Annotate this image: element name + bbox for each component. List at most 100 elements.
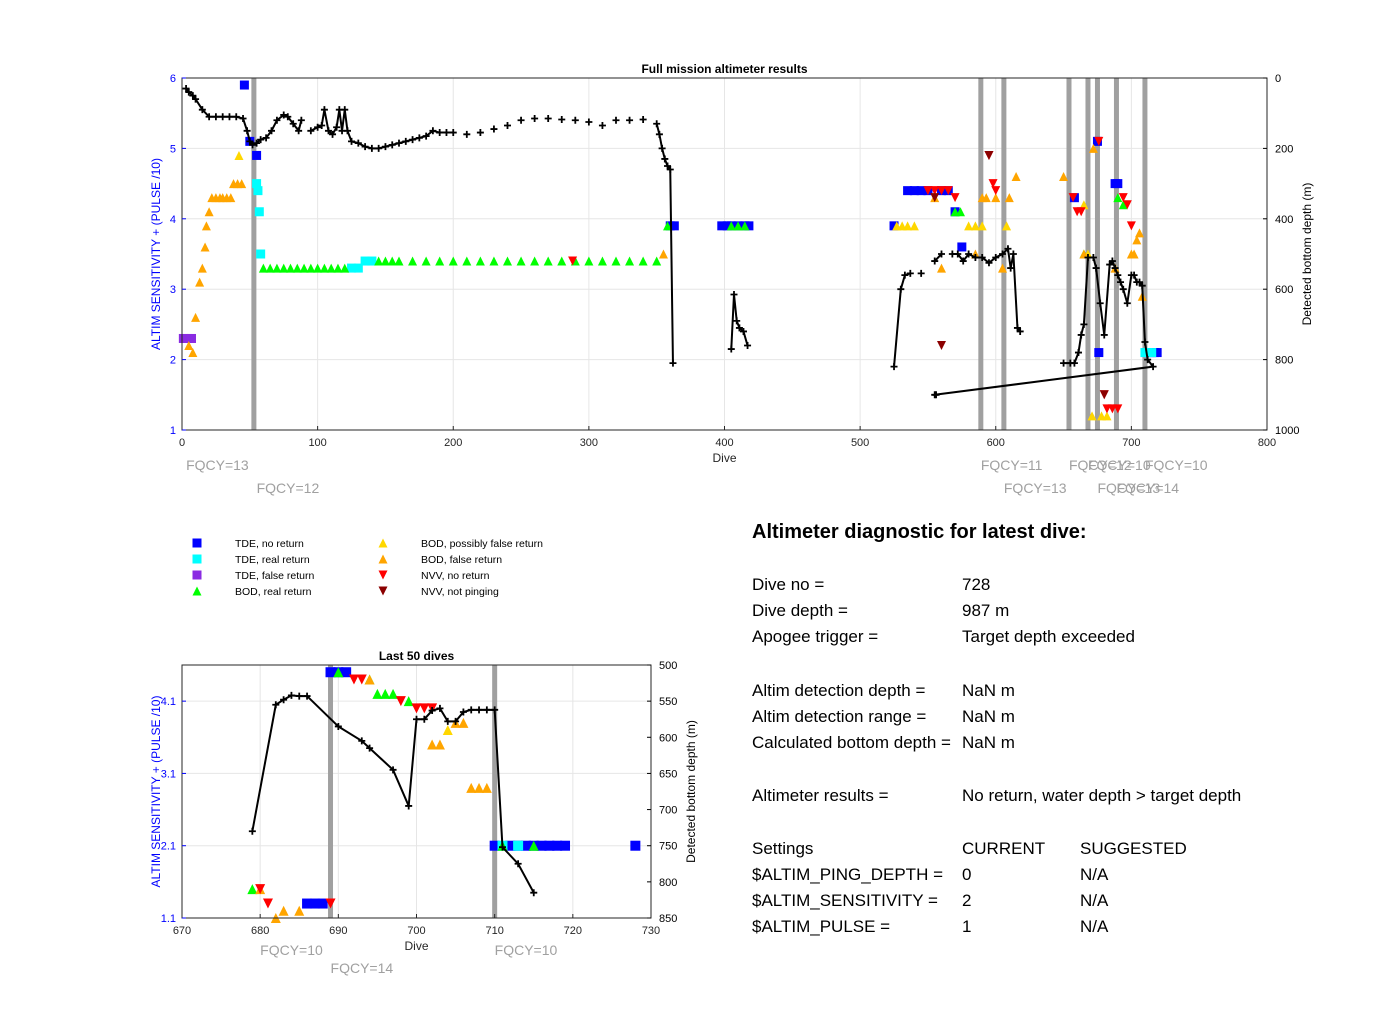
depth-point xyxy=(1007,264,1015,272)
data-point xyxy=(204,207,214,217)
x-tick-label: 730 xyxy=(642,925,660,937)
x-axis-label: Dive xyxy=(712,451,736,465)
series-tde-false-return xyxy=(178,333,196,343)
data-point xyxy=(252,179,262,189)
data-point xyxy=(536,840,547,851)
data-point xyxy=(560,840,571,851)
data-point xyxy=(387,256,397,266)
data-point xyxy=(237,179,247,189)
depth-point xyxy=(666,166,674,174)
data-point xyxy=(234,150,244,160)
depth-point xyxy=(182,85,190,93)
x-tick-label: 100 xyxy=(308,437,326,449)
depth-point xyxy=(225,113,233,121)
fqcy-label: FQCY=14 xyxy=(331,960,394,976)
data-point xyxy=(943,186,953,196)
y-right-tick-label: 600 xyxy=(1275,284,1293,296)
depth-point xyxy=(1004,245,1012,253)
data-point xyxy=(937,341,946,351)
data-point xyxy=(1118,193,1128,203)
data-point xyxy=(188,348,198,358)
depth-point xyxy=(405,802,413,810)
data-point xyxy=(977,221,987,231)
depth-point xyxy=(354,139,362,147)
depth-point xyxy=(303,692,311,700)
depth-point xyxy=(452,717,460,725)
data-point xyxy=(1088,143,1098,153)
pulse-current: 1 xyxy=(962,917,972,936)
y-tick-label: 4.1 xyxy=(161,696,176,708)
apogee-label: Apogee trigger = xyxy=(752,627,879,646)
data-point xyxy=(462,256,472,266)
y-right-tick-label: 500 xyxy=(659,660,677,672)
data-point xyxy=(964,221,974,231)
depth-point xyxy=(744,342,752,350)
y-right-axis-label: Detected bottom depth (m) xyxy=(684,720,698,863)
data-point xyxy=(505,840,516,851)
depth-point xyxy=(1117,278,1125,286)
data-point xyxy=(955,207,965,217)
depth-point xyxy=(295,127,303,135)
data-point xyxy=(1002,221,1012,231)
y-right-tick-label: 800 xyxy=(659,877,677,889)
depth-point xyxy=(459,708,467,716)
data-point xyxy=(970,221,980,231)
depth-point xyxy=(739,327,747,335)
data-point xyxy=(733,221,743,231)
depth-point xyxy=(531,114,539,122)
data-point xyxy=(309,898,320,909)
legend-marker xyxy=(378,586,388,596)
data-point xyxy=(489,840,500,851)
y-axis-label: ALTIM SENSITIVITY + (PULSE /10) xyxy=(149,158,163,350)
x-tick-label: 400 xyxy=(715,437,733,449)
depth-point xyxy=(612,116,620,124)
dive-no-label: Dive no = xyxy=(752,575,825,594)
depth-point xyxy=(463,130,471,138)
data-point xyxy=(903,186,913,196)
depth-point xyxy=(1144,356,1152,364)
data-point xyxy=(294,905,305,916)
series-tde-real-return xyxy=(252,179,1157,358)
depth-point xyxy=(1074,349,1082,357)
data-point xyxy=(625,256,635,266)
results-label: Altimeter results = xyxy=(752,786,889,805)
ping-depth-label: $ALTIM_PING_DEPTH = xyxy=(752,865,943,884)
legend-label: BOD, possibly false return xyxy=(421,538,543,550)
data-point xyxy=(988,179,998,189)
data-point xyxy=(255,884,266,895)
depth-point xyxy=(320,106,328,114)
depth-point xyxy=(959,257,967,265)
data-point xyxy=(466,782,477,793)
data-point xyxy=(380,688,391,699)
bottom-depth-series xyxy=(182,85,1157,399)
depth-point xyxy=(664,162,672,170)
y-tick-label: 2 xyxy=(170,355,176,367)
depth-point xyxy=(436,129,444,137)
depth-point xyxy=(530,889,538,897)
depth-point xyxy=(358,737,366,745)
depth-point xyxy=(985,259,993,267)
data-point xyxy=(278,905,289,916)
depth-point xyxy=(978,254,986,262)
depth-point xyxy=(1123,299,1131,307)
depth-point xyxy=(280,696,288,704)
depth-point xyxy=(192,95,200,103)
x-tick-label: 700 xyxy=(407,925,425,937)
data-point xyxy=(544,840,555,851)
depth-point xyxy=(329,130,337,138)
altim-range-value: NaN m xyxy=(962,707,1015,726)
data-point xyxy=(1152,348,1162,358)
data-point xyxy=(195,277,205,287)
data-point xyxy=(262,898,273,909)
depth-point xyxy=(388,141,396,149)
data-point xyxy=(1059,172,1069,182)
depth-point xyxy=(517,116,525,124)
data-point xyxy=(325,898,336,909)
legend-label: TDE, false return xyxy=(235,570,315,582)
data-point xyxy=(923,186,933,196)
depth-point xyxy=(1016,327,1024,335)
y-tick-label: 2.1 xyxy=(161,841,176,853)
data-point xyxy=(256,249,266,259)
depth-point xyxy=(1149,363,1157,371)
data-point xyxy=(717,221,727,231)
